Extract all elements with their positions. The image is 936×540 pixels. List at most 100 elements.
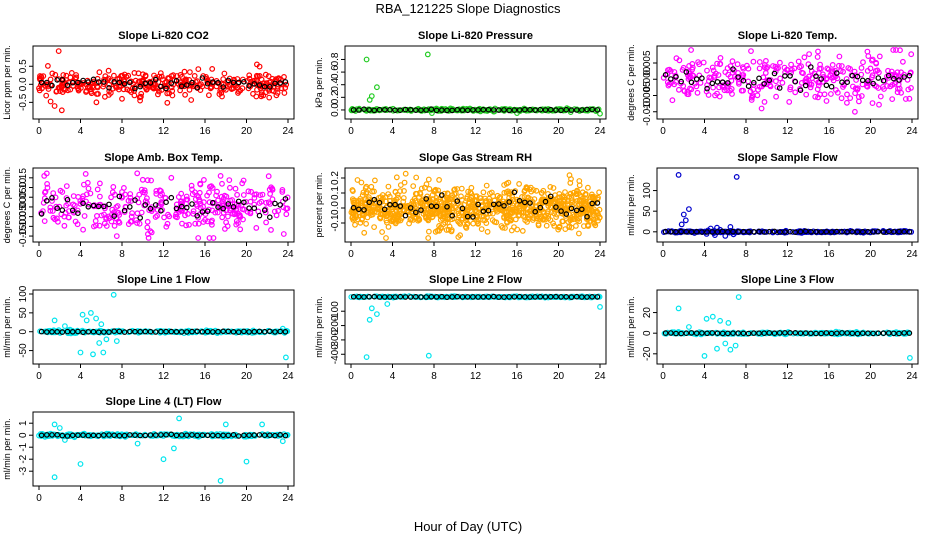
mean-point (485, 294, 492, 300)
data-point (231, 76, 237, 83)
mean-point (168, 431, 175, 438)
mean-point (158, 328, 164, 335)
mean-point (797, 330, 804, 337)
data-point (93, 79, 100, 86)
x-tick-label: 12 (158, 371, 170, 382)
data-point (556, 224, 563, 231)
mean-point (818, 229, 825, 235)
y-tick-label: 0.005 (642, 50, 653, 75)
data-point (413, 174, 420, 181)
series-points (36, 415, 291, 484)
mean-point (418, 107, 424, 114)
data-point (465, 188, 472, 195)
data-point (106, 88, 113, 94)
y-tick-label: -0.010 (642, 97, 653, 126)
x-tick-label: 24 (906, 249, 918, 260)
mean-point (578, 206, 585, 213)
data-point (348, 294, 355, 300)
outlier-point (836, 53, 843, 60)
data-point (195, 66, 202, 72)
mean-point (38, 79, 45, 86)
data-point (710, 84, 716, 91)
mean-point (444, 294, 450, 301)
data-point (688, 47, 694, 53)
outlier-point (77, 349, 84, 356)
mean-point (792, 229, 799, 236)
y-axis-label: Licor ppm per min. (2, 45, 12, 120)
data-point (233, 221, 240, 228)
mean-point (381, 294, 388, 300)
x-tick-label: 8 (119, 249, 125, 260)
mean-point (756, 228, 762, 235)
data-point (885, 74, 892, 81)
mean-point (116, 432, 123, 439)
mean-point (673, 229, 679, 235)
mean-point (412, 209, 419, 216)
data-point (792, 89, 799, 96)
mean-point (849, 72, 856, 79)
mean-point (251, 432, 258, 438)
mean-point (719, 228, 726, 235)
mean-point (859, 330, 866, 337)
mean-point (95, 432, 102, 439)
mean-point (490, 293, 497, 300)
mean-point (75, 328, 81, 335)
data-point (505, 188, 511, 195)
mean-point (59, 207, 66, 213)
mean-point (542, 294, 549, 300)
data-point (865, 53, 872, 59)
mean-point (392, 201, 398, 208)
mean-point (178, 83, 185, 90)
data-point (890, 47, 897, 53)
series-points (37, 291, 291, 361)
data-point (127, 194, 134, 201)
mean-point (589, 106, 596, 113)
data-point (567, 179, 574, 186)
data-point (131, 69, 138, 76)
data-point (590, 216, 597, 223)
data-point (349, 187, 356, 193)
x-tick-label: 8 (431, 249, 437, 260)
y-tick-label: -1 (18, 442, 29, 451)
mean-point (75, 210, 81, 217)
data-point (724, 65, 731, 72)
y-tick-label: 0.2 (330, 90, 341, 104)
mean-point (189, 79, 195, 86)
mean-point (49, 82, 55, 89)
mean-point (506, 294, 513, 300)
mean-point (387, 201, 393, 208)
mean-point (693, 330, 700, 337)
data-point (47, 98, 54, 105)
data-point (895, 85, 901, 92)
mean-point (225, 432, 232, 439)
mean-point (532, 208, 539, 215)
data-point (190, 208, 197, 215)
data-point (750, 81, 757, 88)
outlier-point (717, 317, 723, 324)
x-tick-label: 4 (702, 249, 708, 260)
data-point (432, 228, 439, 235)
mean-point (402, 106, 409, 113)
panel-title: Slope Sample Flow (737, 152, 838, 164)
mean-point (459, 107, 466, 113)
mean-point (802, 82, 809, 89)
data-point (689, 64, 696, 71)
data-point (73, 74, 80, 81)
data-point (867, 65, 874, 72)
data-point (80, 226, 86, 233)
mean-point (537, 204, 544, 211)
mean-point (813, 229, 819, 235)
data-point (57, 187, 64, 194)
mean-point (210, 329, 216, 335)
data-point (854, 85, 861, 92)
data-point (82, 328, 89, 335)
mean-point (282, 196, 289, 202)
data-point (224, 223, 231, 230)
x-tick-label: 0 (36, 126, 42, 137)
mean-point (516, 198, 523, 204)
data-point (138, 209, 145, 216)
data-point (221, 70, 228, 77)
outlier-point (103, 336, 110, 343)
mean-points (38, 75, 289, 92)
data-point (846, 228, 852, 235)
